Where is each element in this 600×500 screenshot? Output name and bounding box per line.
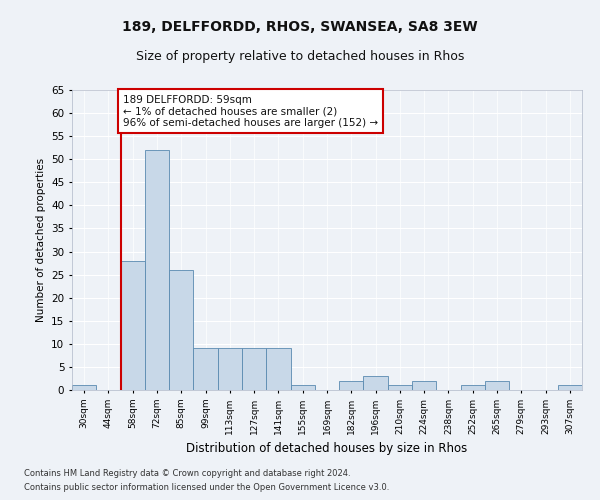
Bar [242, 348, 266, 390]
Bar [290, 386, 315, 390]
Bar [461, 386, 485, 390]
Bar [72, 386, 96, 390]
Bar [145, 150, 169, 390]
Bar [412, 381, 436, 390]
Bar [339, 381, 364, 390]
Bar [388, 386, 412, 390]
Text: 189, DELFFORDD, RHOS, SWANSEA, SA8 3EW: 189, DELFFORDD, RHOS, SWANSEA, SA8 3EW [122, 20, 478, 34]
Bar [266, 348, 290, 390]
Bar [558, 386, 582, 390]
Bar [193, 348, 218, 390]
Bar [364, 376, 388, 390]
Bar [218, 348, 242, 390]
X-axis label: Distribution of detached houses by size in Rhos: Distribution of detached houses by size … [187, 442, 467, 456]
Text: 189 DELFFORDD: 59sqm
← 1% of detached houses are smaller (2)
96% of semi-detache: 189 DELFFORDD: 59sqm ← 1% of detached ho… [123, 94, 378, 128]
Text: Size of property relative to detached houses in Rhos: Size of property relative to detached ho… [136, 50, 464, 63]
Y-axis label: Number of detached properties: Number of detached properties [35, 158, 46, 322]
Text: Contains public sector information licensed under the Open Government Licence v3: Contains public sector information licen… [24, 484, 389, 492]
Bar [485, 381, 509, 390]
Bar [121, 261, 145, 390]
Text: Contains HM Land Registry data © Crown copyright and database right 2024.: Contains HM Land Registry data © Crown c… [24, 468, 350, 477]
Bar [169, 270, 193, 390]
